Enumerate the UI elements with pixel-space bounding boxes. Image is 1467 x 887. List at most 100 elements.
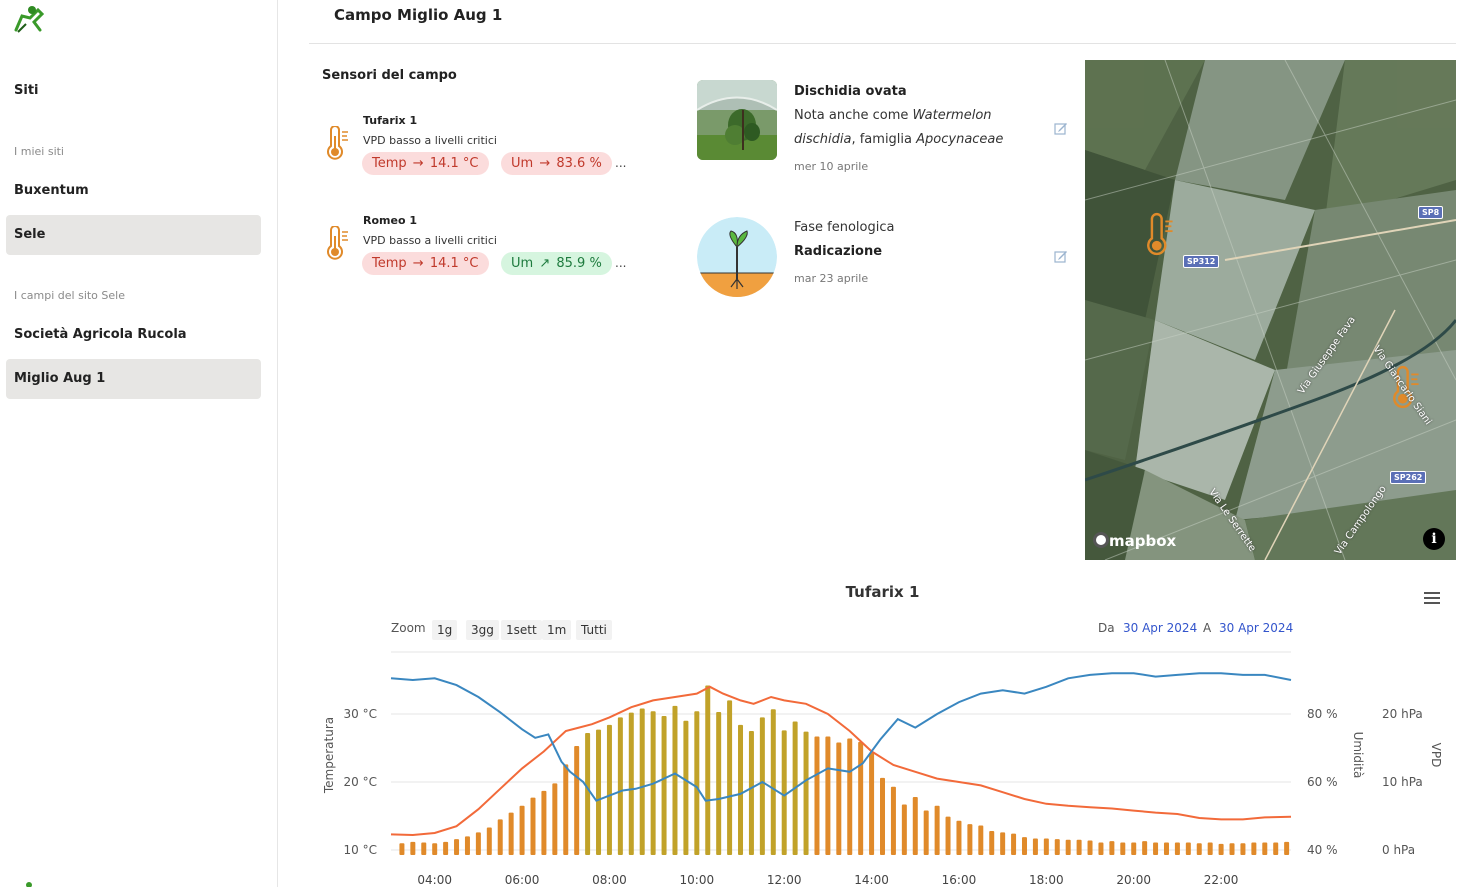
vpd-bar	[825, 736, 831, 855]
sensors-title: Sensori del campo	[322, 68, 457, 83]
satellite-imagery	[1085, 60, 1456, 560]
sidebar-item-sele[interactable]: Sele	[6, 215, 261, 255]
zoom-button-1sett[interactable]: 1sett	[501, 620, 542, 640]
vpd-bar	[1054, 839, 1060, 855]
vpd-bar	[410, 841, 416, 855]
y-tick-humidity: 80 %	[1307, 707, 1338, 721]
sensor-marker-icon[interactable]	[1141, 210, 1175, 262]
temp-value: 14.1 °C	[429, 156, 479, 171]
y-tick-vpd: 10 hPa	[1382, 775, 1423, 789]
phenology-label: Fase fenologica	[794, 220, 895, 235]
vpd-bar	[945, 816, 951, 855]
vpd-bar	[454, 839, 460, 855]
sensor-marker-icon[interactable]	[1387, 363, 1421, 415]
y-tick-vpd: 0 hPa	[1382, 843, 1415, 857]
vpd-bar	[1174, 842, 1180, 855]
zoom-button-1g[interactable]: 1g	[432, 620, 458, 640]
vpd-bar	[541, 790, 547, 855]
x-tick-label: 14:00	[854, 873, 889, 887]
plant-desc-mid: , famiglia	[851, 132, 917, 147]
zoom-label: Zoom	[391, 621, 426, 635]
edit-icon[interactable]	[1054, 121, 1068, 135]
vpd-bar	[661, 716, 667, 855]
x-tick-label: 10:00	[680, 873, 715, 887]
hamburger-menu-icon[interactable]	[1424, 592, 1442, 608]
sensor-name: Romeo 1	[363, 214, 417, 227]
vpd-bar	[1251, 842, 1257, 855]
zoom-button-3gg[interactable]: 3gg	[466, 620, 499, 640]
plant-description: Nota anche come Watermelon dischidia, fam…	[794, 104, 1044, 152]
field-map[interactable]: SP8 SP312 SP262 Via Giuseppe Fava Via Gi…	[1085, 60, 1456, 560]
vpd-bar	[1163, 842, 1169, 855]
vpd-bar	[683, 720, 689, 855]
vpd-bar	[967, 824, 973, 855]
humidity-label: Um	[511, 256, 534, 271]
sensor-status: VPD basso a livelli critici	[363, 234, 497, 247]
vpd-bar	[901, 804, 907, 855]
zoom-button-1m[interactable]: 1m	[542, 620, 572, 640]
vpd-bar	[1153, 842, 1159, 855]
humidity-value: 85.9 %	[556, 256, 602, 271]
vpd-bar	[1120, 842, 1126, 855]
x-tick-label: 06:00	[505, 873, 540, 887]
humidity-chip: Um ↗ 85.9 %	[501, 252, 612, 275]
vpd-bar	[464, 836, 470, 855]
sensor-status: VPD basso a livelli critici	[363, 134, 497, 147]
vpd-bar	[890, 786, 896, 855]
temp-label: Temp	[372, 156, 407, 171]
vpd-bar	[759, 717, 765, 855]
vpd-bar	[978, 825, 984, 855]
plant-common-name: Watermelon	[912, 108, 992, 123]
x-tick-label: 12:00	[767, 873, 802, 887]
phenology-value: Radicazione	[794, 244, 883, 259]
vpd-bar	[1185, 842, 1191, 855]
thermometer-icon	[327, 226, 348, 260]
more-readings[interactable]: ...	[615, 156, 627, 170]
vpd-bar	[585, 733, 591, 855]
vpd-bar	[716, 711, 722, 855]
temperature-line	[390, 685, 1292, 837]
vpd-bar	[497, 819, 503, 855]
zoom-button-tutti[interactable]: Tutti	[576, 620, 612, 640]
thermometer-icon	[327, 126, 348, 160]
vpd-bar	[912, 796, 918, 855]
vpd-bar	[552, 783, 558, 855]
range-to-label: A	[1203, 621, 1212, 635]
plant-common-name-2: dischidia	[794, 132, 852, 147]
more-readings[interactable]: ...	[615, 256, 627, 270]
vpd-bar	[639, 708, 645, 855]
mapbox-logo[interactable]: mapbox	[1093, 532, 1176, 550]
page-title: Campo Miglio Aug 1	[334, 6, 503, 24]
vpd-bar	[1011, 833, 1017, 855]
arrow-up-right-icon: ↗	[539, 256, 551, 271]
sidebar-item-societa-agricola-rucola[interactable]: Società Agricola Rucola	[14, 327, 187, 342]
mapbox-wordmark: mapbox	[1109, 532, 1177, 550]
vpd-bar	[869, 752, 875, 855]
sidebar-item-sites[interactable]: Siti	[14, 83, 39, 98]
vpd-bar	[1000, 832, 1006, 855]
y-tick-temperature: 30 °C	[344, 707, 377, 721]
sensor-chart[interactable]: 10 °C 20 °C 30 °C 40 % 60 % 80 % 0 hPa 10 hPa 20…	[310, 640, 1460, 887]
range-to-date[interactable]: 30 Apr 2024	[1219, 621, 1294, 635]
app-logo-icon[interactable]	[12, 4, 48, 36]
sidebar-item-buxentum[interactable]: Buxentum	[14, 183, 89, 198]
road-shield-sp262: SP262	[1390, 471, 1427, 484]
humidity-label: Um	[511, 156, 534, 171]
sensor-card-tufarix-1[interactable]: Tufarix 1 VPD basso a livelli critici Te…	[322, 114, 662, 184]
phenology-image	[697, 217, 777, 297]
road-shield-sp8: SP8	[1418, 206, 1444, 219]
temp-label: Temp	[372, 256, 407, 271]
y-tick-vpd: 20 hPa	[1382, 707, 1423, 721]
sidebar-item-miglio-aug-1[interactable]: Miglio Aug 1	[6, 359, 261, 399]
vpd-bar	[1065, 839, 1071, 855]
map-info-button[interactable]: i	[1423, 528, 1445, 550]
range-from-date[interactable]: 30 Apr 2024	[1123, 621, 1198, 635]
vpd-bar	[1284, 841, 1290, 855]
edit-icon[interactable]	[1054, 249, 1068, 263]
sensor-card-romeo-1[interactable]: Romeo 1 VPD basso a livelli critici Temp…	[322, 214, 662, 284]
vpd-bar	[421, 842, 427, 855]
bottom-logo-icon	[26, 882, 32, 887]
vpd-bar	[530, 797, 536, 855]
mapbox-mark-icon	[1093, 532, 1109, 548]
vpd-bar	[1021, 837, 1027, 855]
